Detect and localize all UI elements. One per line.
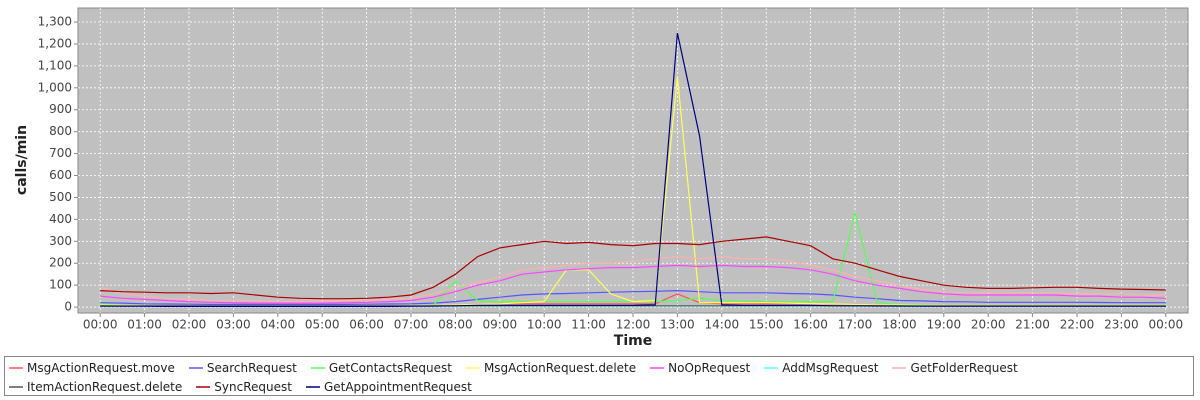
y-tick-label: 1,100	[38, 58, 72, 72]
x-tick-label: 01:00	[127, 318, 162, 332]
legend-swatch	[9, 385, 23, 388]
x-tick-label: 20:00	[971, 318, 1006, 332]
legend-item: GetAppointmentRequest	[305, 377, 472, 396]
x-tick-label: 02:00	[172, 318, 207, 332]
legend-item: MsgActionRequest.delete	[465, 358, 637, 377]
legend-item: NoOpRequest	[650, 358, 750, 377]
x-tick-label: 22:00	[1060, 318, 1095, 332]
x-tick-label: 14:00	[705, 318, 740, 332]
x-tick-label: 15:00	[749, 318, 784, 332]
legend-label: GetContactsRequest	[328, 360, 452, 375]
y-tick-label: 800	[49, 124, 72, 138]
y-tick-label: 500	[49, 190, 72, 204]
x-tick-label: 00:00	[1149, 318, 1184, 332]
x-tick-label: 23:00	[1104, 318, 1139, 332]
legend-label: GetFolderRequest	[910, 360, 1018, 375]
y-tick-label: 400	[49, 212, 72, 226]
x-tick-label: 17:00	[838, 318, 873, 332]
legend-swatch	[892, 366, 907, 369]
legend-item: SearchRequest	[188, 358, 297, 377]
legend-swatch	[650, 366, 665, 369]
y-tick-label: 900	[49, 102, 72, 116]
y-tick-label: 200	[49, 256, 72, 270]
x-tick-label: 09:00	[483, 318, 518, 332]
legend-label: MsgActionRequest.delete	[483, 360, 637, 375]
series-line	[100, 32, 1166, 307]
y-tick-label: 300	[49, 234, 72, 248]
legend-swatch	[305, 385, 320, 388]
legend-swatch	[764, 366, 779, 369]
x-tick-label: 12:00	[616, 318, 651, 332]
legend-label: AddMsgRequest	[782, 360, 879, 375]
legend-item: ItemActionRequest.delete	[9, 377, 182, 396]
legend-label: SyncRequest	[214, 379, 292, 394]
x-tick-label: 19:00	[927, 318, 962, 332]
x-tick-label: 18:00	[882, 318, 917, 332]
legend-swatch	[188, 366, 203, 369]
y-tick-label: 100	[49, 278, 72, 292]
legend: MsgActionRequest.move SearchRequest GetCon…	[4, 356, 1194, 396]
legend-label: SearchRequest	[206, 360, 297, 375]
y-tick-label: 0	[64, 300, 72, 314]
legend-item: SyncRequest	[196, 377, 292, 396]
y-tick-label: 600	[49, 168, 72, 182]
legend-item: GetFolderRequest	[892, 358, 1018, 377]
x-tick-label: 04:00	[261, 318, 296, 332]
legend-swatch	[196, 385, 211, 388]
series-line	[100, 264, 1166, 304]
legend-label: GetAppointmentRequest	[323, 379, 472, 394]
x-tick-label: 03:00	[216, 318, 251, 332]
series-line	[100, 236, 1166, 300]
series-line	[100, 289, 1166, 305]
y-tick-label: 1,300	[38, 15, 72, 29]
x-tick-label: 06:00	[349, 318, 384, 332]
x-tick-label: 16:00	[793, 318, 828, 332]
legend-swatch	[310, 366, 325, 369]
y-tick-label: 1,000	[38, 80, 72, 94]
legend-item: GetContactsRequest	[310, 358, 452, 377]
x-tick-label: 11:00	[571, 318, 606, 332]
legend-label: ItemActionRequest.delete	[27, 379, 183, 394]
y-axis-label: calls/min	[14, 125, 30, 195]
x-tick-label: 00:00	[83, 318, 118, 332]
x-tick-label: 13:00	[660, 318, 695, 332]
x-tick-label: 08:00	[438, 318, 473, 332]
legend-item: AddMsgRequest	[764, 358, 878, 377]
x-tick-label: 07:00	[394, 318, 429, 332]
x-axis-label: Time	[614, 333, 652, 349]
legend-swatch	[9, 366, 23, 369]
chart: Time calls/min 0 100 200 300 400 500 600 700 800…	[14, 7, 1189, 349]
legend-swatch	[465, 366, 480, 369]
y-tick-label: 1,200	[38, 36, 72, 50]
series-line	[100, 255, 1166, 303]
legend-item: MsgActionRequest.move	[9, 358, 175, 377]
y-tick-label: 700	[49, 146, 72, 160]
x-tick-label: 21:00	[1015, 318, 1050, 332]
legend-label: MsgActionRequest.move	[27, 360, 175, 375]
x-tick-label: 05:00	[305, 318, 340, 332]
x-tick-label: 10:00	[527, 318, 562, 332]
legend-label: NoOpRequest	[668, 360, 751, 375]
